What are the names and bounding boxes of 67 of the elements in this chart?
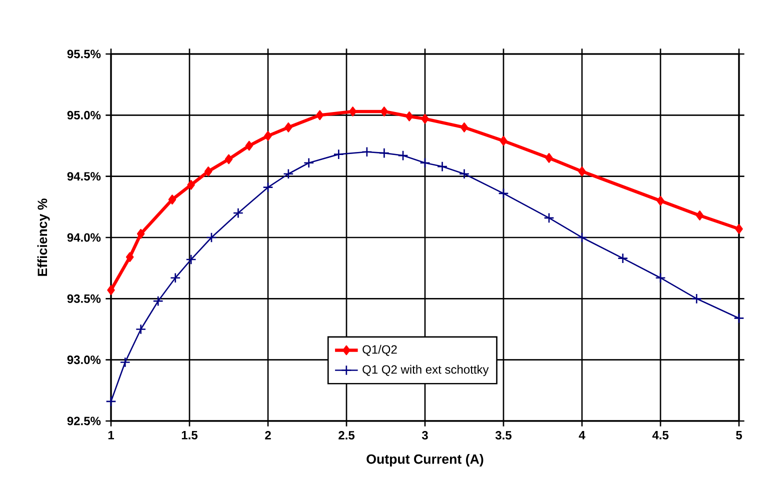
legend-label: Q1/Q2 xyxy=(362,344,397,356)
y-tick-label: 93.0% xyxy=(67,356,101,364)
point xyxy=(398,150,408,161)
point xyxy=(436,161,448,172)
y-tick-label: 93.5% xyxy=(67,294,101,303)
point xyxy=(545,153,553,163)
point xyxy=(333,148,344,160)
y-axis-title: Efficiency % xyxy=(37,198,50,276)
x-tick-label: 4.5 xyxy=(652,431,668,440)
y-tick-label: 95.0% xyxy=(67,110,101,120)
point xyxy=(362,146,372,158)
x-axis-title: Output Current (A) xyxy=(366,454,484,466)
point xyxy=(126,252,134,262)
point xyxy=(617,252,628,264)
point xyxy=(232,208,244,218)
x-tick-label: 3 xyxy=(422,431,428,440)
x-tick-label: 3.5 xyxy=(495,431,512,440)
point xyxy=(136,228,145,239)
point xyxy=(106,396,116,407)
point xyxy=(245,140,254,151)
point xyxy=(186,254,196,265)
point xyxy=(696,210,704,220)
point xyxy=(284,122,292,132)
y-tick-label: 94.0% xyxy=(67,233,101,242)
point xyxy=(734,312,744,324)
x-tick-label: 1.5 xyxy=(182,431,198,440)
point xyxy=(691,293,702,304)
point xyxy=(316,110,324,120)
point xyxy=(224,154,233,164)
point xyxy=(348,106,357,116)
y-tick-label: 94.5% xyxy=(67,172,101,181)
point xyxy=(576,232,588,243)
point xyxy=(578,166,586,176)
point xyxy=(458,168,470,180)
point xyxy=(170,272,181,284)
point xyxy=(735,224,743,234)
point xyxy=(405,111,414,122)
point xyxy=(152,296,164,306)
legend-label: Q1 Q2 with ext schottky xyxy=(362,364,489,376)
y-tick-label: 95.5% xyxy=(67,50,101,58)
point xyxy=(500,136,508,146)
point xyxy=(303,158,314,168)
point xyxy=(206,232,217,243)
point xyxy=(380,106,388,116)
x-tick-label: 5 xyxy=(736,431,742,440)
x-tick-label: 2 xyxy=(265,431,271,440)
point xyxy=(264,131,272,141)
point xyxy=(655,272,666,284)
point xyxy=(168,194,176,205)
point xyxy=(420,158,430,168)
x-tick-label: 2.5 xyxy=(338,431,355,440)
point xyxy=(656,196,664,206)
point xyxy=(544,212,554,224)
point xyxy=(378,148,390,158)
point xyxy=(136,324,146,335)
x-tick-label: 1 xyxy=(108,431,114,440)
x-tick-label: 4 xyxy=(578,431,586,440)
point xyxy=(120,356,130,368)
point xyxy=(460,122,468,132)
point xyxy=(498,188,509,199)
y-tick-label: 92.5% xyxy=(67,416,101,426)
point xyxy=(204,166,212,176)
point xyxy=(262,182,274,193)
point xyxy=(421,114,429,124)
point xyxy=(107,285,115,296)
point xyxy=(283,168,294,180)
point xyxy=(187,180,195,190)
